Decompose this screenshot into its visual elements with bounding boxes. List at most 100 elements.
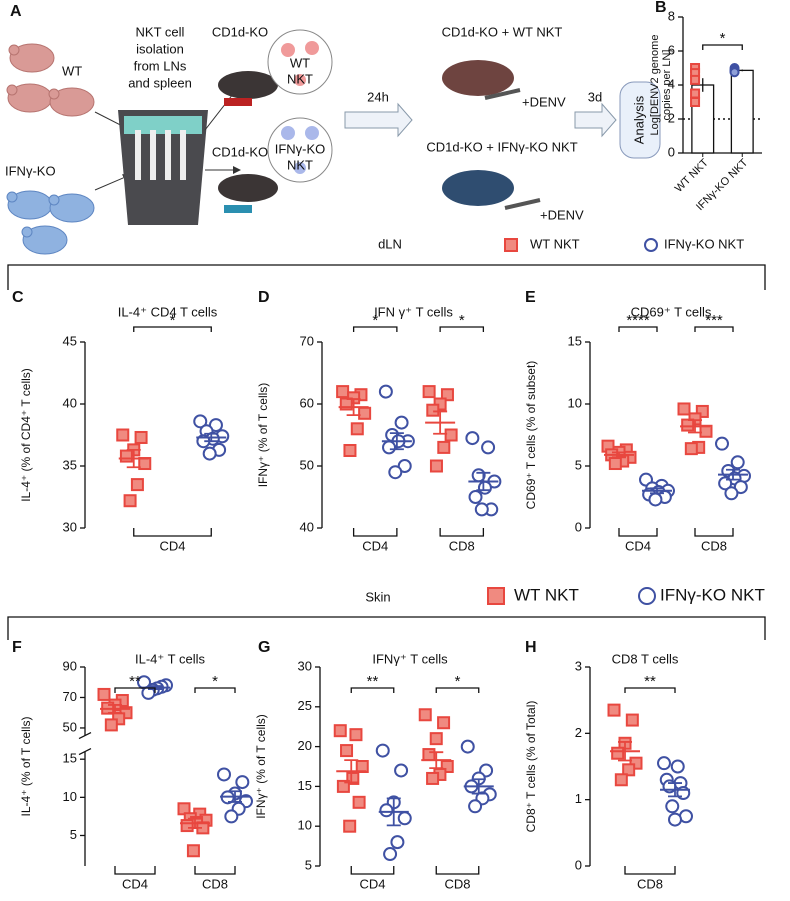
x-axis-bracket: [618, 528, 658, 537]
sem-bar: [433, 410, 448, 435]
y-axis-label: IL-4⁺ (% of CD4⁺ T cells): [19, 368, 33, 502]
data-point: [614, 773, 628, 787]
data-point: [729, 67, 740, 78]
legend-label: IFNγ-KO NKT: [664, 236, 744, 251]
mouse: [442, 60, 514, 96]
data-point: [611, 746, 625, 760]
data-point: [437, 716, 451, 730]
data-point: [358, 406, 372, 420]
y-tick-label: 1: [575, 791, 582, 806]
chart-title: IL-4⁺ CD4 T cells: [118, 304, 218, 319]
data-point: [429, 459, 443, 473]
recipient-label: CD1d-KO: [212, 144, 268, 159]
y-tick-label: 90: [63, 658, 77, 673]
data-point: [665, 799, 680, 814]
axis-break: [78, 731, 92, 740]
chart-title: CD8 T cells: [612, 651, 679, 666]
significance-bracket: [618, 326, 658, 332]
data-point: [481, 440, 496, 455]
x-tick-label: CD4: [122, 876, 148, 891]
y-axis-label: IFNγ⁺ (% of T cells): [254, 714, 268, 819]
cell-label: IFNγ-KO: [275, 141, 326, 156]
data-point: [350, 422, 364, 436]
x-tick-label: CD8: [449, 538, 475, 553]
x-axis-bracket: [350, 866, 395, 875]
significance-bracket: [350, 687, 395, 693]
data-point: [208, 418, 223, 433]
legend-marker: [487, 587, 505, 605]
significance-label: **: [644, 673, 656, 690]
y-axis-label: CD8⁺ T cells (% of Total): [524, 701, 538, 833]
mouse: [218, 71, 278, 99]
data-point: [429, 732, 443, 746]
mouse: [442, 170, 514, 206]
x-tick-label: WT NKT: [673, 156, 711, 194]
y-tick-label: 0: [575, 519, 582, 534]
sem-bar: [688, 419, 702, 434]
x-tick-label: CD8: [637, 876, 663, 891]
sem-bar: [346, 398, 361, 417]
analysis-label: Analysis: [631, 95, 646, 144]
data-point: [440, 388, 454, 402]
data-point: [224, 809, 239, 824]
syringe: [224, 205, 252, 213]
significance-label: *: [212, 673, 218, 690]
data-point: [394, 415, 409, 430]
data-point: [677, 402, 691, 416]
sem-bar: [126, 448, 141, 469]
significance-bracket: [114, 687, 156, 693]
sem-bar: [344, 759, 359, 784]
x-axis-bracket: [439, 528, 485, 537]
data-point: [394, 763, 409, 778]
wt-mice: [6, 43, 95, 117]
y-tick-label: 70: [300, 333, 314, 348]
section-bracket: [7, 264, 766, 290]
data-point: [690, 74, 701, 85]
legend-label: WT NKT: [530, 236, 580, 251]
y-tick-label: 10: [63, 789, 77, 804]
chart-title: IFN γ⁺ T cells: [374, 304, 453, 319]
data-point: [379, 803, 394, 818]
y-axis-label: IFNγ⁺ (% of T cells): [256, 383, 270, 488]
block-arrow: [344, 102, 413, 138]
x-axis-bracket: [352, 528, 398, 537]
section-title: dLN: [378, 236, 402, 251]
data-point: [349, 728, 363, 742]
group-label: CD1d-KO + IFNγ-KO NKT: [426, 139, 577, 154]
cell-label: NKT: [287, 157, 313, 172]
y-tick-label: 0: [575, 857, 582, 872]
group-label: CD1d-KO + WT NKT: [442, 24, 563, 39]
data-point: [468, 490, 483, 504]
syringe: [504, 198, 541, 210]
sem-bar: [389, 432, 404, 451]
sem-bar: [188, 817, 202, 829]
significance-label: *: [372, 312, 378, 329]
sem-bar: [108, 704, 122, 714]
x-tick-label: CD4: [159, 538, 185, 553]
y-tick-label: 20: [298, 738, 312, 753]
significance-label: **: [129, 673, 141, 690]
block-arrow: [574, 102, 617, 138]
y-tick-label: 2: [575, 725, 582, 740]
recipient-label: CD1d-KO: [212, 24, 268, 39]
legend-marker: [644, 238, 658, 252]
time-label: 3d: [588, 89, 602, 104]
data-point: [235, 775, 250, 790]
data-point: [418, 708, 432, 722]
y-axis-label: IL-4⁺ (% of T cells): [19, 717, 33, 817]
y-tick-label: 10: [298, 818, 312, 833]
chart-title: IL-4⁺ T cells: [135, 651, 205, 666]
y-tick-label: 0: [668, 144, 675, 159]
y-axis-label: Log[DENV2 genome: [649, 35, 661, 136]
axis-break: [78, 747, 92, 756]
treatment-label: +DENV: [522, 94, 566, 109]
data-point: [477, 480, 492, 495]
data-point: [193, 414, 208, 429]
data-point: [715, 436, 729, 451]
data-point: [608, 457, 622, 471]
data-point: [668, 812, 682, 827]
legend-label: IFNγ-KO NKT: [660, 585, 765, 604]
legend-marker: [504, 238, 518, 252]
data-point: [465, 431, 480, 446]
data-point: [684, 442, 698, 456]
